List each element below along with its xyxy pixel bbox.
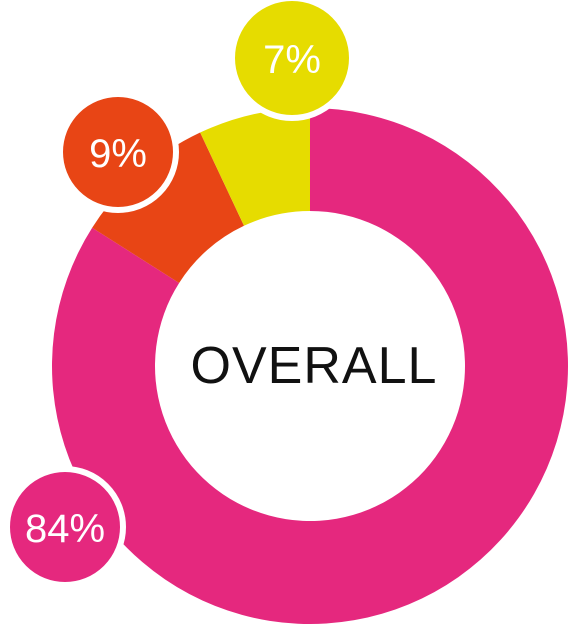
label-badge — [229, 0, 355, 121]
label-badge — [4, 466, 126, 588]
donut-segment — [52, 108, 568, 624]
donut-segment — [92, 132, 245, 283]
donut-segment — [200, 108, 310, 226]
label-badge — [57, 91, 179, 213]
value-label: 84% — [25, 507, 105, 551]
value-label: 7% — [263, 38, 321, 82]
center-label: OVERALL — [191, 337, 438, 395]
value-label: 9% — [89, 132, 147, 176]
